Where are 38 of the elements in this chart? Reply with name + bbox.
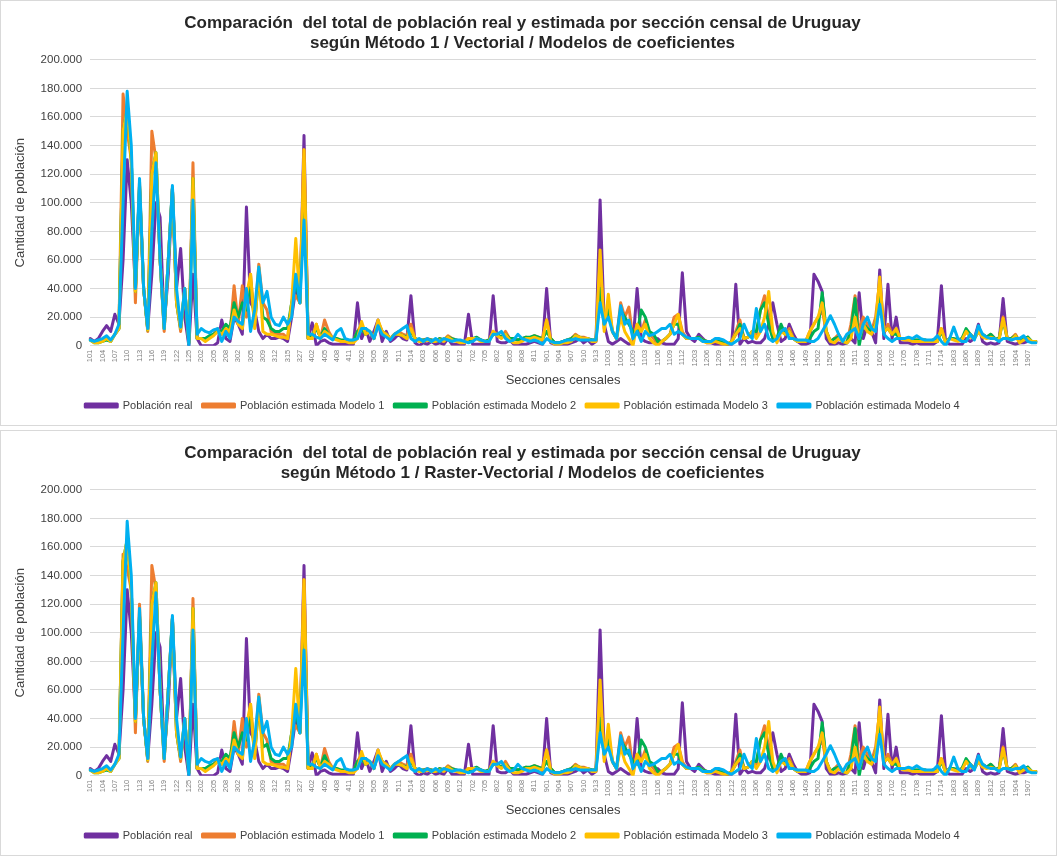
legend-label: Población estimada Modelo 2 — [431, 828, 577, 841]
legend-label: Población estimada Modelo 3 — [623, 828, 768, 841]
y-tick-label: 60.000 — [46, 253, 83, 266]
y-tick-label: 160.000 — [40, 110, 83, 123]
y-tick-label: 20.000 — [46, 740, 83, 753]
y-tick-label: 200.000 — [40, 482, 83, 495]
chart-title: Comparación del total de población real y estimada por sección censal de Uruguay según Método 1 / Raster-Vectorial / Modelos de coeficientes — [184, 442, 862, 483]
y-tick-label: 0 — [75, 338, 83, 351]
legend-label: Población estimada Modelo 2 — [431, 398, 577, 411]
legend-label: Población estimada Modelo 3 — [623, 398, 768, 411]
legend-label: Población estimada Modelo 1 — [239, 828, 385, 841]
y-axis-title: Cantidad de población — [12, 138, 28, 268]
y-tick-label: 120.000 — [40, 597, 83, 610]
y-tick-label: 60.000 — [46, 683, 83, 696]
legend-label: Población real — [122, 398, 193, 411]
y-tick-label: 160.000 — [40, 540, 83, 553]
y-tick-label: 120.000 — [40, 167, 83, 180]
y-tick-label: 200.000 — [40, 52, 83, 65]
y-tick-label: 180.000 — [40, 81, 83, 94]
legend-label: Población estimada Modelo 4 — [815, 398, 960, 411]
y-tick-label: 80.000 — [46, 654, 83, 667]
legend-label: Población estimada Modelo 1 — [239, 398, 385, 411]
y-tick-label: 40.000 — [46, 281, 83, 294]
x-axis-title: Secciones censales — [505, 371, 622, 387]
y-tick-label: 100.000 — [40, 195, 83, 208]
y-tick-label: 80.000 — [46, 224, 83, 237]
legend-label: Población real — [122, 828, 193, 841]
y-tick-label: 140.000 — [40, 568, 83, 581]
y-tick-label: 40.000 — [46, 711, 83, 724]
y-tick-label: 180.000 — [40, 511, 83, 524]
y-tick-label: 20.000 — [46, 310, 83, 323]
chart-title: Comparación del total de población real y estimada por sección censal de Uruguay según Método 1 / Vectorial / Modelos de coeficientes — [184, 12, 862, 53]
y-tick-label: 140.000 — [40, 138, 83, 151]
legend-label: Población estimada Modelo 4 — [815, 828, 960, 841]
y-axis-title: Cantidad de población — [12, 568, 28, 698]
x-axis-title: Secciones censales — [505, 801, 622, 817]
y-tick-label: 100.000 — [40, 625, 83, 638]
y-tick-label: 0 — [75, 768, 83, 781]
